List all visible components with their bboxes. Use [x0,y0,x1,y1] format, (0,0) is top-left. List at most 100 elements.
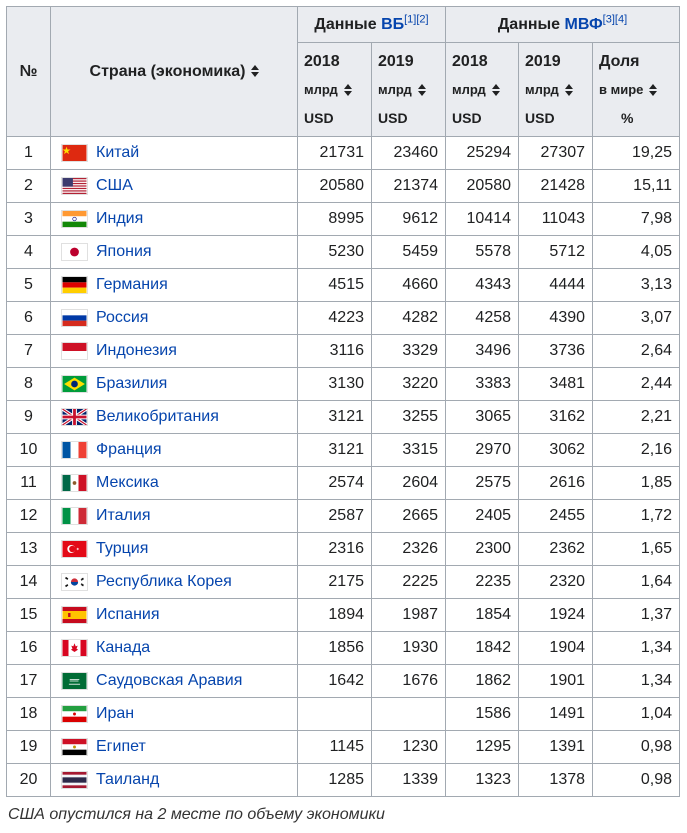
country-link[interactable]: Япония [96,243,152,261]
country-link[interactable]: Таиланд [96,771,160,789]
country-link[interactable]: Мексика [96,474,159,492]
table-row: 16 Канада 1856 1930 1842 1904 1,34 [6,631,681,665]
wb-2019-cell: 9612 [370,202,447,236]
imf-2018-cell: 2575 [445,466,520,500]
caption: США опустился на 2 месте по объему эконо… [8,806,385,823]
wb-2019-cell: 4660 [370,268,447,302]
imf-2018-cell: 1295 [445,730,520,764]
sort-icon[interactable] [418,84,425,96]
country-cell: Индонезия [50,334,298,368]
wb-refs-link[interactable]: [1][2] [404,13,429,26]
country-link[interactable]: Германия [96,276,168,294]
imf-2019-cell: 11043 [518,202,594,236]
table-row: 4 Япония 5230 5459 5578 5712 4,05 [6,235,681,269]
wb-2019-cell: 1230 [370,730,447,764]
country-cell: Республика Корея [50,565,298,599]
share-cell: 1,85 [592,466,681,500]
sort-icon[interactable] [492,84,499,96]
header-imf-2019[interactable]: 2019 млрд USD [518,42,594,137]
sort-icon[interactable] [649,84,656,96]
wb-2019-cell [370,697,447,731]
imf-link[interactable]: МВФ [564,15,603,33]
country-link[interactable]: Египет [96,738,146,756]
imf-2019-cell: 4444 [518,268,594,302]
gdp-table: № Страна (экономика) Данные ВБ[1][2] Дан… [6,6,681,797]
table-row: 11 Мексика 2574 2604 2575 2616 1,85 [6,466,681,500]
wb-2019-cell: 3329 [370,334,447,368]
country-link[interactable]: Республика Корея [96,573,232,591]
table-row: 20 Таиланд 1285 1339 1323 1378 0,98 [6,763,681,797]
table-row: 14 Республика Корея 2175 2225 2235 2320 1,64 [6,565,681,599]
imf-2019-cell: 3162 [518,400,594,434]
wb-2019-cell: 2604 [370,466,447,500]
imf-2019-cell: 1391 [518,730,594,764]
header-country[interactable]: Страна (экономика) [50,6,298,137]
table-row: 2 США 20580 21374 20580 21428 15,11 [6,169,681,203]
country-cell: Италия [50,499,298,533]
header-share[interactable]: Доля в мире% [592,42,681,137]
imf-2018-cell: 3496 [445,334,520,368]
imf-refs-link[interactable]: [3][4] [602,13,628,26]
wb-2018-cell: 8995 [297,202,372,236]
wb-link[interactable]: ВБ [381,15,405,33]
wb-2019-cell: 1930 [370,631,447,665]
imf-2018-cell: 1323 [445,763,520,797]
country-cell: Таиланд [50,763,298,797]
country-link[interactable]: Великобритания [96,408,219,426]
country-link[interactable]: Франция [96,441,162,459]
header-imf-group: Данные МВФ[3][4] [445,6,681,43]
country-link[interactable]: Саудовская Аравия [96,672,243,690]
share-cell: 4,05 [592,235,681,269]
sort-icon[interactable] [565,84,572,96]
header-wb-2019[interactable]: 2019 млрд USD [370,42,447,137]
sort-icon[interactable] [344,84,351,96]
imf-2019-cell: 4390 [518,301,594,335]
header-imf-2018[interactable]: 2018 млрд USD [445,42,520,137]
country-link[interactable]: Турция [96,540,149,558]
country-cell: Франция [50,433,298,467]
country-link[interactable]: Италия [96,507,151,525]
rank-cell: 19 [6,730,51,764]
share-cell: 1,64 [592,565,681,599]
country-link[interactable]: Россия [96,309,149,327]
flag-ru-icon [61,308,88,327]
imf-2018-cell: 2300 [445,532,520,566]
header-wb-2018[interactable]: 2018 млрд USD [297,42,372,137]
country-cell: Индия [50,202,298,236]
imf-2018-cell: 4258 [445,301,520,335]
sort-icon[interactable] [251,65,258,77]
rank-cell: 1 [6,136,51,170]
country-link[interactable]: Индия [96,210,144,228]
wb-2018-cell: 3121 [297,433,372,467]
imf-2019-cell: 1378 [518,763,594,797]
table-row: 9 Великобритания 3121 3255 3065 3162 2,21 [6,400,681,434]
table-row: 8 Бразилия 3130 3220 3383 3481 2,44 [6,367,681,401]
imf-2018-cell: 3383 [445,367,520,401]
wb-2018-cell: 3130 [297,367,372,401]
imf-2018-cell: 1586 [445,697,520,731]
country-link[interactable]: США [96,177,133,195]
wb-2018-cell: 2175 [297,565,372,599]
country-link[interactable]: Китай [96,144,140,162]
share-cell: 1,04 [592,697,681,731]
flag-tr-icon [61,539,88,558]
share-cell: 1,37 [592,598,681,632]
table-row: 13 Турция 2316 2326 2300 2362 1,65 [6,532,681,566]
country-link[interactable]: Бразилия [96,375,168,393]
imf-2018-cell: 3065 [445,400,520,434]
imf-2019-cell: 1904 [518,631,594,665]
header-rank[interactable]: № [6,6,51,137]
flag-cn-icon [61,143,88,162]
wb-2019-cell: 3315 [370,433,447,467]
country-cell: Мексика [50,466,298,500]
country-link[interactable]: Канада [96,639,151,657]
share-cell: 0,98 [592,730,681,764]
country-link[interactable]: Иран [96,705,135,723]
country-link[interactable]: Индонезия [96,342,177,360]
imf-2019-cell: 2362 [518,532,594,566]
wb-2019-cell: 21374 [370,169,447,203]
wb-2019-cell: 1339 [370,763,447,797]
rank-cell: 5 [6,268,51,302]
country-link[interactable]: Испания [96,606,160,624]
country-cell: США [50,169,298,203]
